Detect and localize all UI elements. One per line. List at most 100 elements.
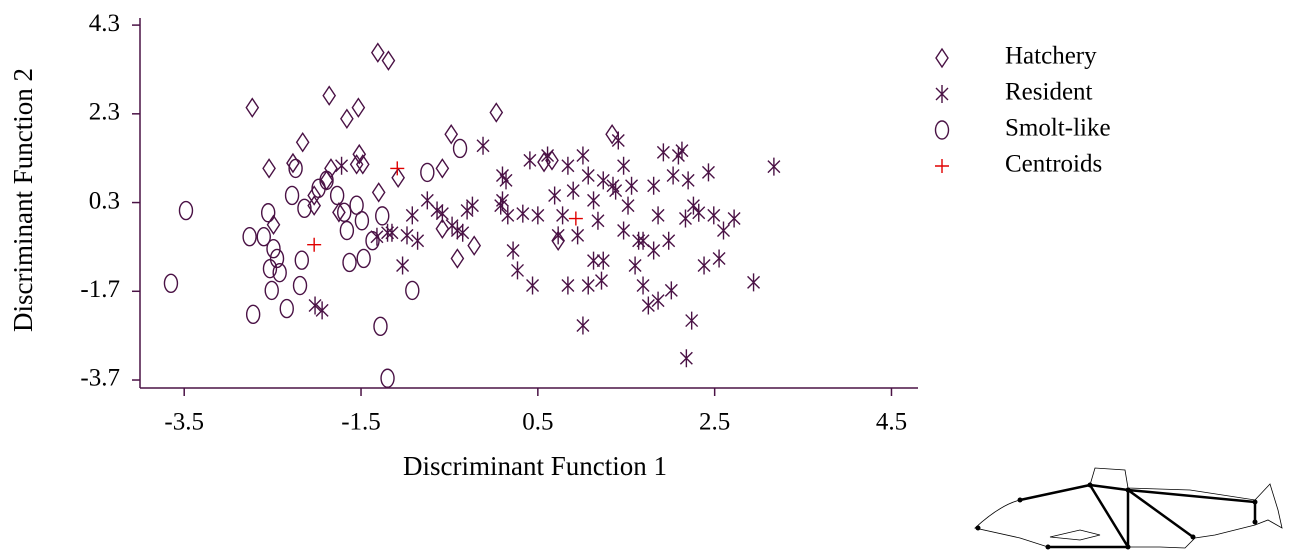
x-tick-label: -1.5 bbox=[341, 409, 381, 436]
y-tick-label: 0.3 bbox=[89, 187, 120, 214]
point bbox=[444, 123, 459, 145]
point bbox=[365, 231, 380, 251]
point bbox=[335, 156, 349, 175]
point bbox=[561, 156, 575, 175]
point bbox=[405, 206, 419, 225]
point bbox=[647, 176, 661, 195]
point bbox=[294, 250, 309, 270]
point bbox=[541, 146, 555, 165]
point bbox=[697, 256, 711, 275]
point bbox=[264, 280, 279, 301]
point bbox=[531, 206, 545, 225]
point bbox=[381, 223, 395, 242]
point bbox=[450, 248, 465, 269]
point bbox=[337, 202, 352, 223]
point bbox=[707, 206, 721, 225]
point bbox=[178, 200, 194, 221]
point bbox=[581, 166, 595, 185]
x-tick-label: 2.5 bbox=[699, 409, 730, 436]
point bbox=[352, 143, 367, 165]
point bbox=[499, 171, 513, 190]
legend-label: Smolt-like bbox=[1005, 115, 1111, 142]
point bbox=[636, 231, 650, 250]
y-tick-label: 4.3 bbox=[89, 10, 120, 37]
point bbox=[272, 262, 287, 283]
point bbox=[571, 226, 585, 245]
point bbox=[435, 204, 449, 223]
point bbox=[681, 171, 695, 190]
legend-marker bbox=[935, 85, 949, 103]
point bbox=[381, 50, 396, 71]
y-tick-label: 2.3 bbox=[89, 99, 120, 126]
point bbox=[373, 316, 388, 337]
point bbox=[456, 223, 470, 242]
point bbox=[370, 42, 385, 63]
point bbox=[430, 201, 444, 220]
point bbox=[686, 196, 700, 215]
point bbox=[605, 123, 619, 145]
point bbox=[349, 154, 364, 175]
point bbox=[405, 280, 420, 301]
x-tick-label: 0.5 bbox=[522, 409, 553, 436]
point bbox=[351, 97, 366, 118]
point bbox=[551, 226, 565, 245]
point bbox=[717, 221, 730, 240]
point bbox=[701, 163, 715, 182]
point bbox=[617, 221, 631, 240]
point bbox=[356, 248, 371, 269]
point bbox=[678, 209, 692, 228]
point bbox=[628, 256, 642, 275]
point bbox=[523, 151, 537, 170]
point bbox=[692, 203, 706, 222]
point bbox=[495, 191, 509, 210]
y-tick-label: -3.7 bbox=[80, 365, 120, 392]
x-axis-title: Discriminant Function 1 bbox=[403, 451, 667, 481]
point bbox=[679, 349, 693, 368]
point bbox=[396, 256, 410, 275]
point bbox=[371, 182, 386, 203]
point bbox=[269, 248, 285, 269]
point bbox=[625, 176, 639, 195]
point bbox=[245, 97, 260, 118]
point bbox=[279, 298, 294, 319]
point bbox=[727, 209, 741, 228]
point bbox=[767, 157, 781, 176]
point bbox=[656, 143, 670, 162]
point bbox=[611, 131, 625, 150]
point bbox=[420, 162, 435, 183]
point bbox=[380, 368, 395, 388]
x-tick-label: -3.5 bbox=[164, 409, 204, 436]
point bbox=[576, 316, 590, 335]
point bbox=[370, 227, 384, 246]
point bbox=[297, 198, 312, 219]
point bbox=[685, 311, 699, 330]
point bbox=[576, 146, 590, 165]
point bbox=[292, 275, 308, 296]
point bbox=[391, 167, 405, 188]
point bbox=[621, 196, 635, 215]
point bbox=[375, 206, 390, 226]
point bbox=[666, 166, 680, 185]
point bbox=[651, 206, 665, 225]
point bbox=[511, 261, 525, 280]
point bbox=[452, 138, 468, 159]
point bbox=[587, 191, 601, 210]
point bbox=[319, 170, 334, 191]
point bbox=[636, 276, 650, 295]
point bbox=[516, 204, 530, 223]
point bbox=[591, 211, 605, 230]
point bbox=[411, 231, 425, 250]
point bbox=[400, 226, 414, 245]
point bbox=[489, 102, 504, 123]
point bbox=[245, 304, 261, 325]
point bbox=[284, 185, 300, 206]
point bbox=[242, 227, 257, 247]
point bbox=[420, 191, 434, 210]
point bbox=[339, 220, 355, 241]
point bbox=[315, 301, 329, 320]
point bbox=[435, 218, 450, 239]
point bbox=[551, 230, 566, 251]
point bbox=[587, 251, 601, 270]
point bbox=[307, 237, 322, 252]
